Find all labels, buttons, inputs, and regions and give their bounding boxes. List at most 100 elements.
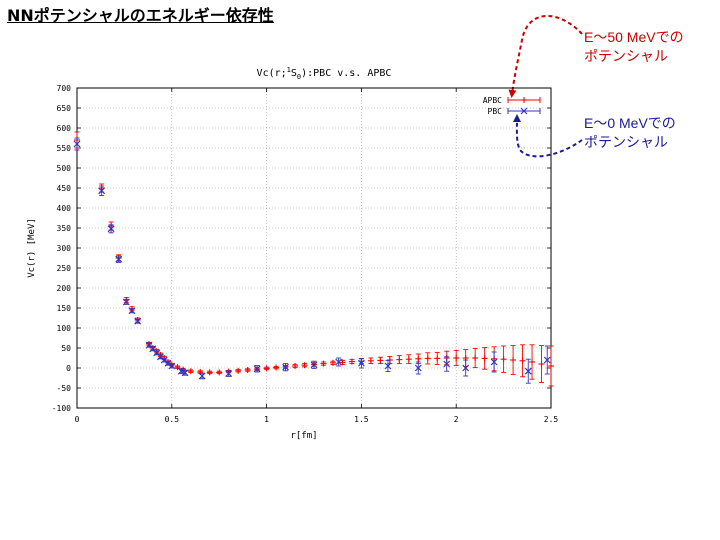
marker-cross [160,356,168,364]
marker-cross [335,358,343,366]
data-point [443,356,451,372]
series-pbc [73,137,551,384]
data-point [107,224,115,234]
marker-cross [107,225,115,233]
data-point [405,354,412,365]
data-point [329,359,336,366]
legend: APBC PBC [483,96,541,116]
marker-cross [462,364,470,372]
y-tick-label: -100 [52,404,71,413]
data-point [177,367,185,375]
y-tick-label: -50 [57,384,72,393]
data-point [367,357,374,365]
marker-cross [310,361,318,369]
marker-cross [384,362,392,370]
marker-cross [115,255,123,263]
data-point [538,345,545,383]
data-point [168,362,176,370]
y-axis-label: Vc(r) [MeV] [27,218,37,278]
y-tick-label: 250 [57,264,72,273]
data-point [490,351,498,373]
x-tick-label: 0 [75,415,80,424]
data-point [198,372,206,380]
y-tick-label: 600 [57,124,72,133]
marker-cross [145,341,153,349]
y-tick-label: 400 [57,204,72,213]
y-ticks: -100 -50 0 50 100 150 200 250 300 350 400 450 500 550… [52,84,551,413]
annotation-50mev: E～50 MeVでの ポテンシャル [584,28,684,66]
annotation-50mev-line2: ポテンシャル [584,48,668,64]
data-point [384,359,392,373]
marker-cross [198,372,206,380]
data-point [524,358,532,384]
marker-cross [134,317,142,325]
data-point [335,357,343,367]
data-point [301,362,308,369]
data-point [134,317,142,325]
annotation-0mev-line1: E～0 MeVでの [584,115,676,131]
data-point [481,347,488,370]
marker-cross [73,140,81,148]
chart-title: Vc(r;1S0):PBC v.s. APBC [257,66,392,81]
marker-cross [490,358,498,366]
data-point [543,345,551,375]
marker-cross [164,359,172,367]
data-point [292,363,299,369]
data-point [377,356,384,365]
data-point [73,137,81,151]
data-point [98,185,106,197]
marker-cross [149,345,157,353]
marker-cross [357,359,365,367]
data-point [128,307,136,315]
marker-cross [524,367,532,375]
arrow-to-apbc-legend [508,15,583,98]
data-point [414,361,422,375]
legend-label-pbc: PBC [488,107,503,116]
y-tick-label: 50 [61,344,71,353]
marker-cross [177,367,185,375]
y-tick-label: 200 [57,284,72,293]
data-point [225,370,233,378]
data-point [453,349,460,367]
slide-title: NNポテンシャルのエネルギー依存性 [7,6,274,25]
y-tick-label: 650 [57,104,72,113]
y-tick-label: 0 [66,364,71,373]
data-point [115,255,123,263]
marker-cross [128,307,136,315]
annotation-0mev-line2: ポテンシャル [584,134,668,150]
marker-cross [156,353,164,361]
data-point [424,352,431,365]
marker-cross [543,356,551,364]
data-point [434,351,441,365]
marker-cross [253,365,261,373]
marker-cross [98,187,106,195]
data-point [206,369,213,376]
data-point [253,365,261,373]
data-point [529,344,536,380]
x-tick-label: 2.5 [544,415,559,424]
data-point [548,345,554,387]
data-point [519,344,526,378]
marker-cross [153,349,161,357]
y-tick-label: 700 [57,84,72,93]
data-point [500,345,507,373]
y-tick-label: 100 [57,324,72,333]
data-point [357,357,365,369]
data-point [263,365,270,372]
data-point [320,360,327,367]
data-point [187,368,194,375]
data-point [282,363,289,372]
x-tick-label: 0.5 [165,415,180,424]
y-tick-label: 500 [57,164,72,173]
marker-cross [414,364,422,372]
y-tick-label: 300 [57,244,72,253]
x-tick-label: 2 [454,415,459,424]
y-tick-label: 450 [57,184,72,193]
series [73,131,554,387]
data-point [164,359,172,367]
annotation-0mev: E～0 MeVでの ポテンシャル [584,114,676,152]
x-axis-label: r[fm] [290,431,317,441]
x-tick-label: 1.5 [354,415,369,424]
